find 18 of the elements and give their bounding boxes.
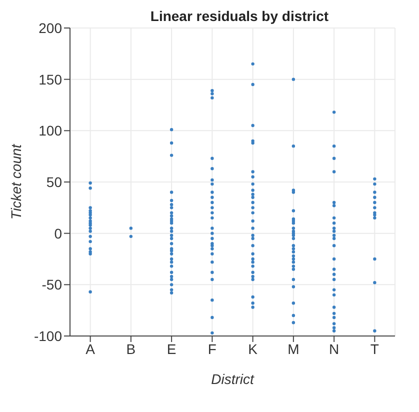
y-tick-label: 0	[54, 225, 62, 242]
x-tick-label: M	[288, 340, 300, 357]
x-tick-label: F	[208, 340, 216, 357]
y-axis-title: Ticket count	[8, 143, 24, 220]
x-tick-label: T	[370, 340, 380, 357]
x-tick-label: A	[86, 340, 96, 357]
y-tick-label: -50	[42, 276, 62, 293]
x-tick-label: B	[126, 340, 136, 357]
chart-title: Linear residuals by district	[149, 8, 330, 24]
y-tick-label: -100	[34, 328, 62, 344]
x-tick-label: E	[166, 340, 176, 357]
x-tick-label: N	[329, 340, 340, 357]
x-axis-title: District	[211, 371, 255, 387]
y-tick-label: 200	[38, 20, 62, 36]
y-tick-label: 100	[38, 122, 62, 139]
x-tick-label: K	[248, 340, 258, 357]
y-tick-label: 150	[38, 71, 62, 88]
y-tick-label: 50	[46, 174, 62, 190]
